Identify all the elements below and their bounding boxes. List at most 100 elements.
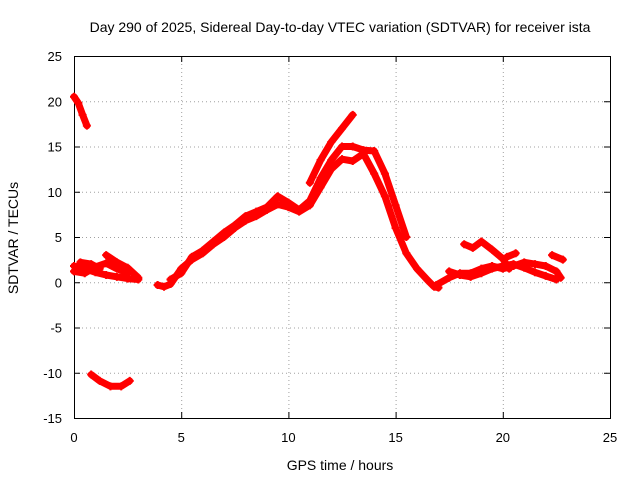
data-point bbox=[338, 124, 346, 133]
x-tick-labels: 0 5 10 15 20 25 bbox=[70, 430, 617, 445]
data-point bbox=[477, 269, 486, 278]
series-arc-4 bbox=[76, 258, 104, 273]
series-arc-9 bbox=[305, 110, 357, 187]
data-point bbox=[70, 92, 78, 101]
data-point bbox=[78, 110, 87, 119]
data-point bbox=[488, 264, 497, 273]
data-point bbox=[402, 249, 411, 258]
data-point bbox=[509, 260, 518, 269]
data-point bbox=[252, 207, 261, 216]
data-point bbox=[503, 252, 512, 261]
series-arc-1 bbox=[70, 92, 91, 130]
series-arc-13 bbox=[503, 249, 520, 261]
data-point bbox=[338, 142, 346, 151]
data-point bbox=[520, 263, 529, 272]
data-point bbox=[402, 233, 411, 241]
series-arc-12 bbox=[460, 237, 514, 273]
data-point bbox=[87, 260, 96, 269]
data-point bbox=[273, 192, 282, 201]
data-point bbox=[455, 271, 464, 280]
x-axis-label: GPS time / hours bbox=[287, 457, 394, 473]
y-tick-labels: -15 -10 -5 0 5 10 15 20 25 bbox=[43, 49, 62, 426]
y-tick-label: -15 bbox=[43, 411, 62, 426]
data-point bbox=[530, 268, 539, 277]
data-point bbox=[102, 251, 111, 260]
plot-frame bbox=[74, 56, 611, 419]
data-point bbox=[198, 246, 207, 255]
data-point bbox=[477, 237, 486, 246]
data-point bbox=[230, 221, 239, 230]
data-point bbox=[327, 156, 336, 165]
x-tick-label: 0 bbox=[70, 430, 77, 445]
y-tick-label: 10 bbox=[48, 185, 62, 200]
series-arc-11 bbox=[445, 260, 561, 284]
data-point bbox=[273, 200, 282, 209]
x-tick-label: 15 bbox=[388, 430, 402, 445]
data-point bbox=[359, 146, 368, 155]
data-point bbox=[82, 121, 91, 130]
series-arc-5 bbox=[102, 251, 143, 282]
data-point bbox=[348, 156, 357, 165]
data-point bbox=[558, 255, 567, 264]
data-point bbox=[209, 237, 218, 246]
data-point bbox=[153, 280, 162, 289]
series-arc-6 bbox=[87, 370, 134, 391]
series-arc-14 bbox=[548, 251, 567, 264]
data-point bbox=[102, 259, 111, 268]
chart-title: Day 290 of 2025, Sidereal Day-to-day VTE… bbox=[90, 19, 591, 35]
data-point bbox=[177, 269, 186, 278]
data-point bbox=[413, 264, 422, 273]
data-point bbox=[112, 258, 121, 267]
data-point bbox=[74, 99, 83, 108]
data-point bbox=[305, 178, 314, 187]
x-tick-label: 5 bbox=[178, 430, 185, 445]
data-point bbox=[530, 260, 539, 269]
data-point bbox=[460, 240, 469, 249]
y-tick-label: 25 bbox=[48, 49, 62, 64]
data-point bbox=[391, 201, 400, 210]
x-tick-label: 10 bbox=[281, 430, 295, 445]
data-point bbox=[305, 196, 314, 205]
data-point bbox=[160, 282, 169, 291]
data-point bbox=[552, 267, 561, 276]
data-point bbox=[432, 280, 441, 289]
data-point bbox=[348, 110, 357, 119]
y-tick-label: -5 bbox=[50, 321, 62, 336]
data-point bbox=[95, 376, 104, 385]
x-tick-label: 20 bbox=[496, 430, 510, 445]
data-point bbox=[327, 137, 336, 146]
data-point bbox=[76, 258, 85, 267]
x-tick-label: 25 bbox=[603, 430, 617, 445]
data-point bbox=[295, 205, 304, 214]
data-point bbox=[370, 147, 379, 156]
y-tick-label: 5 bbox=[55, 230, 62, 245]
series-trace bbox=[102, 251, 142, 282]
data-point bbox=[134, 273, 143, 282]
data-point bbox=[445, 267, 454, 276]
data-point bbox=[511, 249, 520, 258]
data-point bbox=[468, 243, 477, 252]
data-point bbox=[187, 252, 196, 261]
data-point bbox=[505, 264, 514, 273]
series-trace bbox=[70, 93, 91, 130]
y-axis-label: SDTVAR / TECUs bbox=[5, 182, 21, 294]
data-point bbox=[123, 263, 132, 272]
data-point bbox=[262, 203, 271, 212]
data-point bbox=[348, 142, 357, 151]
series-arc-8 bbox=[166, 142, 411, 284]
data-point bbox=[125, 376, 134, 385]
data-point bbox=[70, 267, 78, 276]
y-tick-label: -10 bbox=[43, 366, 62, 381]
y-tick-label: 0 bbox=[55, 275, 62, 290]
data-point bbox=[102, 271, 111, 280]
data-point bbox=[391, 223, 400, 232]
data-series bbox=[70, 92, 567, 391]
y-tick-label: 15 bbox=[48, 140, 62, 155]
data-point bbox=[241, 212, 250, 221]
data-point bbox=[112, 272, 121, 281]
data-point bbox=[552, 275, 561, 284]
data-point bbox=[548, 251, 557, 260]
data-point bbox=[380, 192, 389, 201]
